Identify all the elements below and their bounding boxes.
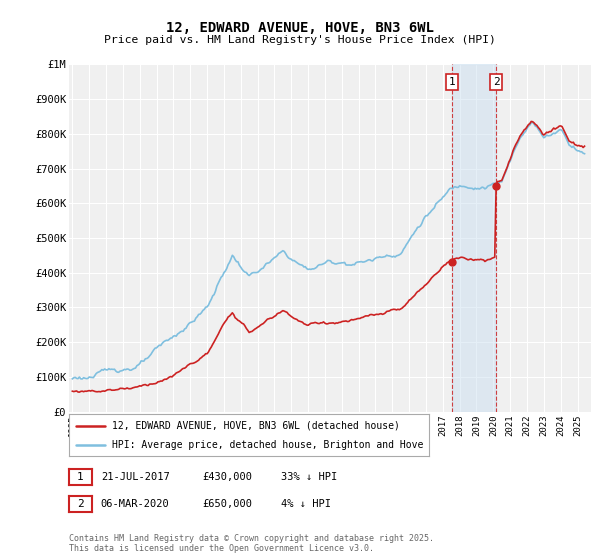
Text: 06-MAR-2020: 06-MAR-2020 <box>101 499 170 509</box>
Text: 2: 2 <box>493 77 500 87</box>
Text: 21-JUL-2017: 21-JUL-2017 <box>101 472 170 482</box>
Text: 12, EDWARD AVENUE, HOVE, BN3 6WL (detached house): 12, EDWARD AVENUE, HOVE, BN3 6WL (detach… <box>112 421 400 431</box>
Text: HPI: Average price, detached house, Brighton and Hove: HPI: Average price, detached house, Brig… <box>112 440 424 450</box>
Text: 33% ↓ HPI: 33% ↓ HPI <box>281 472 337 482</box>
Text: £430,000: £430,000 <box>203 472 253 482</box>
Text: £650,000: £650,000 <box>203 499 253 509</box>
Text: 1: 1 <box>77 472 84 482</box>
Text: Price paid vs. HM Land Registry's House Price Index (HPI): Price paid vs. HM Land Registry's House … <box>104 35 496 45</box>
Text: 2: 2 <box>77 499 84 509</box>
Text: Contains HM Land Registry data © Crown copyright and database right 2025.
This d: Contains HM Land Registry data © Crown c… <box>69 534 434 553</box>
Text: 4% ↓ HPI: 4% ↓ HPI <box>281 499 331 509</box>
Bar <box>452 64 496 412</box>
Text: 12, EDWARD AVENUE, HOVE, BN3 6WL: 12, EDWARD AVENUE, HOVE, BN3 6WL <box>166 21 434 35</box>
Text: 1: 1 <box>449 77 455 87</box>
